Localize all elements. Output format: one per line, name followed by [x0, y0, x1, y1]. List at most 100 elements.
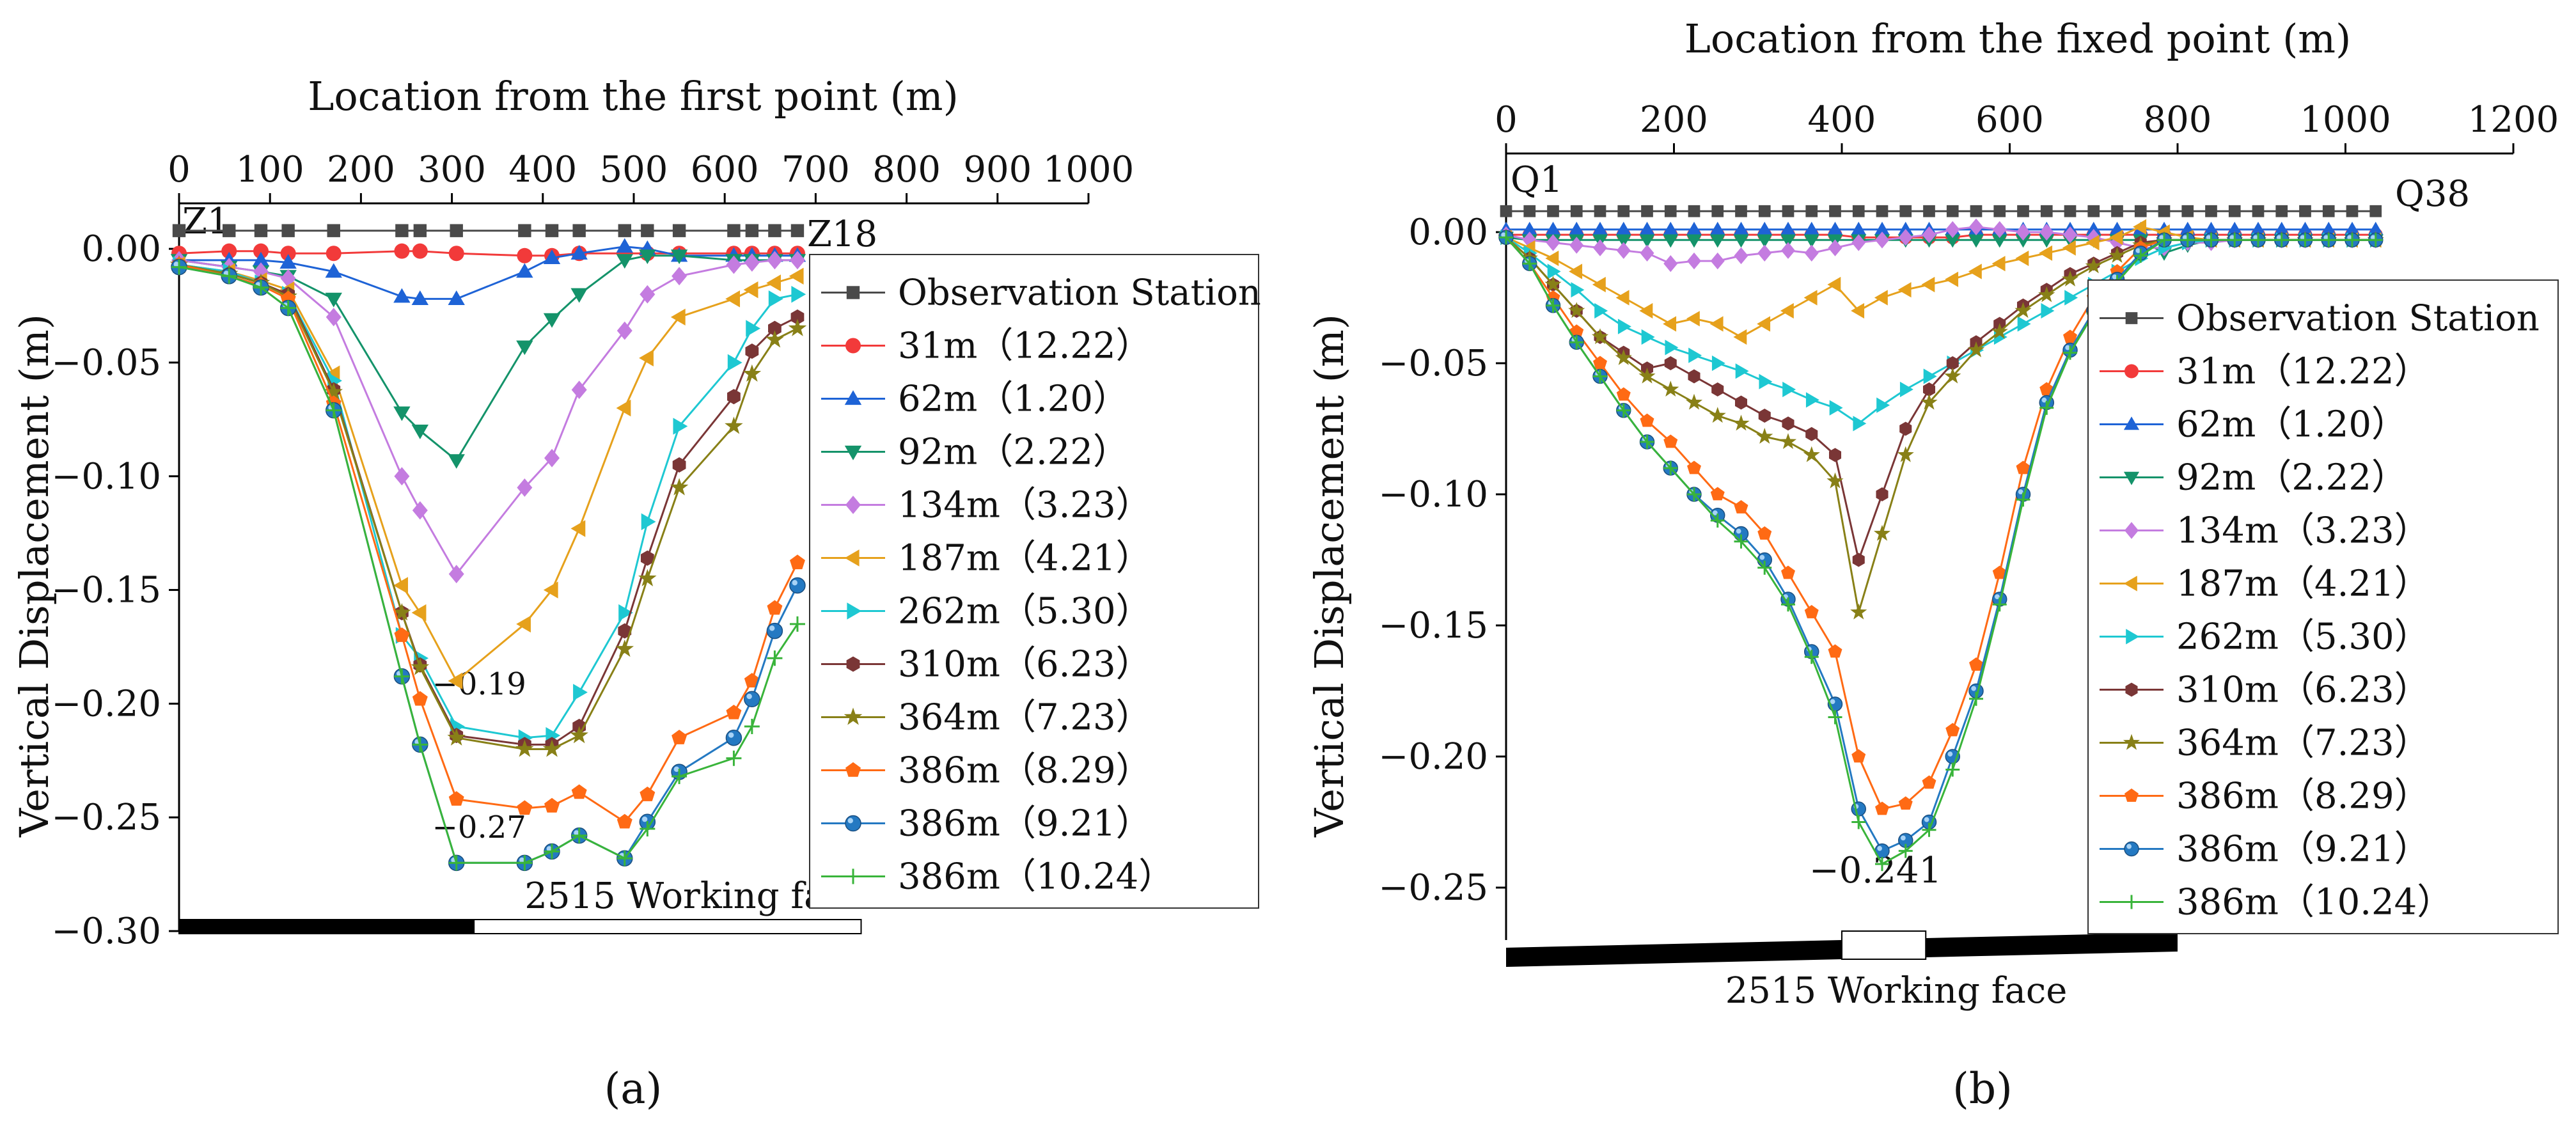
panel-a-point-0-8	[518, 224, 531, 237]
panel-a-legend-label-4: 134m（3.23）	[898, 485, 1152, 526]
panel-a-y-tick-label-4: −0.20	[51, 683, 161, 725]
panel-b-x-tick-label-6: 1200	[2468, 99, 2559, 141]
panel-b-point-0-23	[2041, 205, 2053, 217]
panel-b-y-axis-title: Vertical Displacement (m)	[1306, 314, 1353, 838]
panel-b-point-0-0	[1500, 205, 1512, 217]
panel-b-point-10-17-highlight	[1901, 836, 1906, 841]
panel-a-x-tick-label-1: 100	[236, 149, 304, 191]
panel-b-y-tick-label-3: −0.15	[1378, 605, 1488, 647]
panel-a-point-1-7	[449, 246, 464, 261]
panel-b-y-tick-label-0: 0.00	[1408, 212, 1488, 253]
panel-a-point-10-16-highlight	[769, 625, 774, 631]
panel-a-legend: Observation Station31m（12.22）62m（1.20）92…	[810, 255, 1261, 908]
panel-a-y-tick-label-6: −0.30	[51, 911, 161, 952]
panel-b-point-0-1	[1523, 205, 1535, 217]
panel-a-point-0-3	[281, 224, 294, 237]
panel-b-point-0-13	[1805, 205, 1818, 217]
panel-a-point-10-15-highlight	[746, 694, 751, 699]
panel-a-x-tick-label-5: 500	[600, 149, 668, 191]
panel-b-x-tick-label-4: 800	[2144, 99, 2212, 141]
panel-a-x-tick-label-6: 600	[691, 149, 759, 191]
panel-a-point-0-10	[572, 224, 585, 237]
panel-a-point-1-5	[394, 244, 409, 259]
panel-b-point-0-12	[1782, 205, 1795, 217]
panel-a-point-10-17-highlight	[792, 580, 797, 585]
panel-b-x-axis-title: Location from the fixed point (m)	[1685, 15, 2352, 62]
panel-b-station-start-label: Q1	[1511, 159, 1563, 201]
panel-a-point-10-14-highlight	[728, 732, 734, 737]
panel-b-legend: Observation Station31m（12.22）62m（1.20）92…	[2088, 280, 2558, 934]
panel-b-point-0-32	[2252, 205, 2265, 217]
panel-b-point-0-28	[2158, 205, 2171, 217]
panel-b-legend-marker-10	[2124, 842, 2139, 856]
panel-a-legend-marker-10-highlight	[848, 818, 853, 823]
panel-b-point-0-9	[1711, 205, 1724, 217]
panel-b-point-0-22	[2017, 205, 2029, 217]
panel-a-point-1-4	[326, 246, 342, 261]
panel-b-point-0-26	[2111, 205, 2123, 217]
panel-b-point-10-19-highlight	[1948, 751, 1953, 757]
panel-a-x-tick-label-7: 700	[781, 149, 850, 191]
panel-b-point-0-29	[2181, 205, 2194, 217]
panel-a-x-tick-label-10: 1000	[1043, 149, 1135, 191]
panel-b-point-0-6	[1641, 205, 1653, 217]
panel-b-point-0-25	[2087, 205, 2100, 217]
panel-a-point-0-13	[673, 224, 686, 237]
panel-b-legend-label-0: Observation Station	[2176, 298, 2540, 340]
panel-a-point-0-9	[546, 224, 558, 237]
panel-a-x-tick-label-0: 0	[168, 149, 191, 191]
panel-b-y-tick-label-1: −0.05	[1378, 343, 1488, 384]
panel-b-legend-label-8: 364m（7.23）	[2176, 723, 2430, 764]
panel-a-point-0-12	[641, 224, 654, 237]
panel-b-legend-label-1: 31m（12.22）	[2176, 351, 2430, 393]
panel-a-point-10-14	[726, 730, 741, 746]
panel-b-point-0-4	[1594, 205, 1606, 217]
panel-a-y-tick-label-2: −0.10	[51, 456, 161, 498]
panel-b-point-0-2	[1547, 205, 1559, 217]
panel-b-x-tick-label-2: 400	[1808, 99, 1876, 141]
panel-b-x-tick-label-3: 600	[1975, 99, 2044, 141]
panel-a-working-face-mined	[179, 920, 475, 934]
panel-a-point-0-2	[255, 224, 267, 237]
panel-b-point-10-16-highlight	[1877, 846, 1882, 851]
panel-b-point-10-11-highlight	[1760, 555, 1765, 560]
panel-a-point-0-17	[791, 224, 804, 237]
panel-b-point-0-35	[2323, 205, 2335, 217]
panel-a-legend-label-0: Observation Station	[898, 272, 1261, 314]
panel-b-point-0-8	[1688, 205, 1700, 217]
panel-b-point-0-30	[2205, 205, 2217, 217]
panel-a-x-tick-label-2: 200	[327, 149, 395, 191]
panel-b-x-tick-label-1: 200	[1640, 99, 1708, 141]
panel-a-point-0-4	[327, 224, 340, 237]
panel-b-legend-label-5: 187m（4.21）	[2176, 563, 2430, 605]
panel-a-x-tick-label-9: 900	[963, 149, 1032, 191]
panel-b-legend-label-10: 386m（9.21）	[2176, 829, 2430, 870]
panel-a-x-axis-title: Location from the first point (m)	[308, 73, 959, 120]
panel-b-y-tick-label-4: −0.20	[1378, 736, 1488, 778]
panel-b-legend-label-7: 310m（6.23）	[2176, 670, 2430, 711]
panel-a-x-tick-label-3: 300	[418, 149, 486, 191]
panel-b-annotation-min: −0.241	[1809, 850, 1942, 891]
panel-b-point-0-19	[1947, 205, 1959, 217]
panel-b-point-10-18-highlight	[1924, 817, 1929, 822]
panel-a-point-0-11	[618, 224, 631, 237]
panel-b-point-0-16	[1876, 205, 1889, 217]
panel-a-y-axis-title: Vertical Displacement (m)	[11, 314, 58, 838]
panel-a-label: (a)	[604, 1064, 663, 1113]
panel-a-point-0-6	[414, 224, 427, 237]
panel-b-point-0-31	[2229, 205, 2241, 217]
panel-a-legend-label-5: 187m（4.21）	[898, 538, 1152, 579]
panel-b-point-0-10	[1735, 205, 1747, 217]
panel-a-point-0-7	[450, 224, 463, 237]
panel-a-legend-marker-1	[845, 338, 861, 354]
panel-b-y-tick-label-5: −0.25	[1378, 867, 1488, 909]
panel-a-point-0-16	[768, 224, 781, 237]
panel-a-y-tick-label-5: −0.25	[51, 797, 161, 838]
panel-b-legend-marker-10-highlight	[2126, 844, 2132, 849]
panel-a-y-tick-label-1: −0.05	[51, 342, 161, 384]
panel-b-point-0-18	[1923, 205, 1935, 217]
panel-b-x-tick-label-0: 0	[1495, 99, 1518, 141]
panel-a-legend-label-6: 262m（5.30）	[898, 591, 1152, 632]
panel-b-label: (b)	[1952, 1064, 2013, 1113]
panel-b-working-face-label: 2515 Working face	[1725, 970, 2068, 1012]
